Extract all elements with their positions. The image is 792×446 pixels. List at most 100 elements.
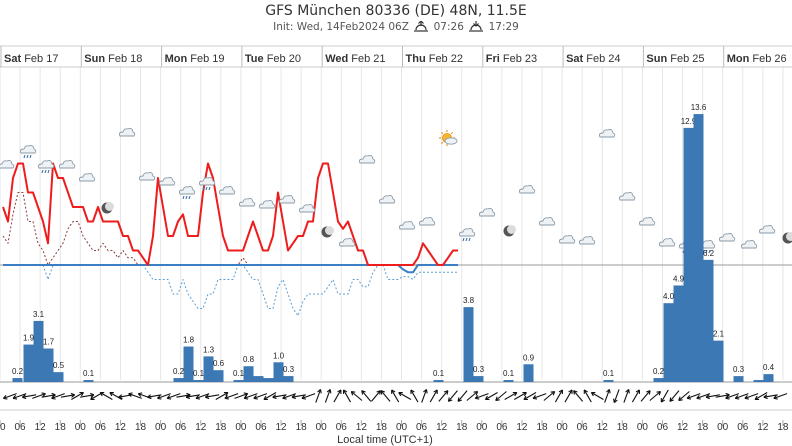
wind-arrow-shaft — [554, 389, 563, 403]
rain-icon — [198, 176, 216, 191]
precip-bar — [83, 380, 94, 382]
wind-arrow — [495, 391, 507, 402]
precip-label: 1.7 — [43, 338, 55, 347]
precip-label: 1.9 — [23, 334, 35, 343]
wind-arrow-head — [157, 397, 162, 400]
precip-bar — [503, 380, 514, 382]
precip-bar — [673, 285, 684, 382]
wind-arrow — [554, 389, 563, 403]
wind-arrow-head — [109, 392, 113, 397]
cloud-shape — [758, 224, 776, 234]
wind-arrow-shaft — [185, 394, 200, 398]
wind-arrow — [623, 389, 630, 403]
hour-tick: 12 — [35, 422, 47, 433]
wind-arrow-shaft — [109, 392, 123, 400]
precip-label: 0.1 — [433, 369, 445, 378]
wind-arrow-shaft — [466, 391, 478, 401]
wind-arrow-head — [475, 397, 480, 400]
wind-arrow-shaft — [60, 394, 75, 398]
precip-bar — [173, 378, 184, 382]
raindrop — [23, 154, 26, 159]
moon-icon — [101, 202, 114, 214]
hour-tick: 12 — [597, 422, 609, 433]
precip-bar — [263, 378, 274, 382]
cloud-shape — [118, 127, 136, 137]
hour-tick: 12 — [757, 422, 769, 433]
sunset-time: 17:29 — [488, 21, 519, 33]
wind-arrow — [734, 393, 749, 400]
wind-arrow — [350, 390, 363, 401]
precip-bar — [603, 380, 614, 382]
wind-arrow-shaft — [623, 389, 630, 403]
wind-arrow-head — [253, 397, 258, 400]
precip-bar — [683, 127, 694, 383]
wind-arrow-head — [391, 389, 396, 393]
wind-arrow-head — [301, 397, 306, 400]
wind-arrow-head — [735, 397, 740, 400]
wind-arrow-shaft — [147, 394, 162, 398]
wind-arrow-head — [128, 393, 132, 398]
wind-arrow-head — [51, 397, 56, 400]
precip-bar — [463, 307, 474, 382]
wind-arrow-head — [195, 397, 201, 400]
wind-arrow-shaft — [485, 392, 498, 400]
wind-arrow-head — [532, 397, 538, 400]
wind-arrow-shaft — [514, 392, 527, 400]
wind-arrow-head — [763, 394, 768, 398]
wind-arrow-shaft — [51, 393, 65, 399]
precip-bar — [753, 380, 764, 382]
precip-bar — [703, 259, 714, 382]
hour-tick: 12 — [516, 422, 528, 433]
cloud-icon — [478, 207, 496, 217]
wind-arrow-shaft — [371, 390, 381, 402]
hour-tick: 18 — [777, 422, 789, 433]
cloud-icon — [358, 154, 376, 164]
wind-arrow-shaft — [315, 389, 322, 403]
wind-arrow — [613, 389, 620, 403]
wind-arrow-head — [41, 392, 46, 395]
moon-icon — [321, 226, 334, 238]
precip-bar — [713, 340, 724, 382]
precip-label: 0.1 — [503, 369, 515, 378]
precip-bar — [33, 320, 44, 382]
cloud-icon — [138, 171, 156, 181]
wind-arrow-head — [361, 390, 364, 395]
precip-bar — [273, 362, 284, 382]
chart-title: GFS München 80336 (DE) 48N, 11.5E — [265, 3, 527, 19]
wind-arrow-head — [448, 399, 453, 402]
wind-arrow — [51, 393, 65, 400]
wind-arrow-head — [243, 394, 248, 399]
wind-arrow-head — [166, 394, 171, 399]
precip-label: 0.2 — [173, 367, 185, 376]
cloud-icon — [298, 203, 316, 213]
day-label: Sun Feb 25 — [646, 53, 704, 65]
wind-arrow-head — [608, 389, 611, 394]
wind-arrow-head — [725, 397, 730, 400]
wind-arrow-shaft — [429, 389, 438, 403]
raindrop — [208, 186, 211, 191]
raindrop — [465, 237, 468, 242]
wind-arrow-shaft — [763, 394, 778, 398]
wind-arrow-head — [12, 394, 17, 399]
wind-arrow-head — [552, 391, 556, 396]
wind-arrow-head — [224, 394, 228, 399]
wind-arrow-head — [523, 395, 527, 400]
wind-arrow-shaft — [282, 393, 297, 399]
raindrop — [705, 249, 708, 254]
wind-arrow-shaft — [224, 393, 239, 399]
cloud-shape — [558, 234, 576, 244]
wind-arrow-head — [590, 392, 594, 397]
wind-arrow — [564, 389, 573, 403]
hour-tick: 06 — [577, 422, 589, 433]
wind-arrow-head — [3, 397, 8, 400]
hour-tick: 00 — [316, 422, 328, 433]
wind-arrow — [532, 393, 547, 400]
precip-label: 0.8 — [243, 355, 255, 364]
cloud-icon — [758, 224, 776, 234]
wind-arrow — [438, 390, 449, 402]
wind-arrow — [391, 389, 400, 403]
wind-arrow-head — [696, 397, 701, 400]
wind-row — [3, 389, 788, 403]
wind-arrow-shaft — [22, 394, 37, 398]
